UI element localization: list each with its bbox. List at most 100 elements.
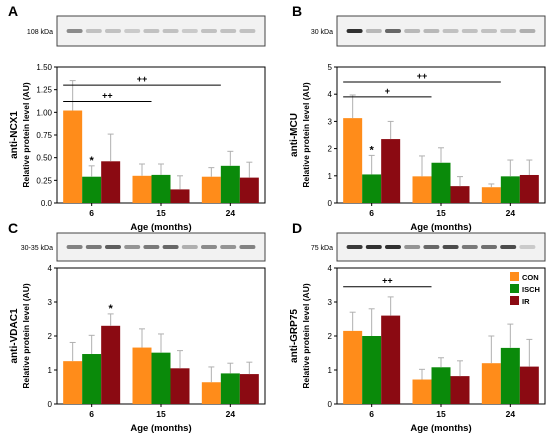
bar-isch (220, 373, 240, 404)
bar-ir (381, 315, 401, 404)
blot-band (220, 29, 237, 33)
legend-swatch-isch (510, 284, 519, 293)
bar-ir (170, 368, 190, 404)
blot-band (519, 29, 536, 33)
x-axis-label: Age (months) (130, 222, 191, 233)
y-tick-label: 1 (48, 366, 53, 375)
bar-isch (151, 174, 171, 203)
bar-con (481, 363, 501, 404)
blot-band (105, 245, 121, 249)
x-tick-label: 15 (156, 409, 166, 419)
blot-band (143, 245, 160, 249)
blot-band (346, 29, 363, 33)
bar-ir (381, 139, 401, 203)
y-tick-label: 3 (48, 298, 53, 307)
bar-isch (82, 176, 102, 203)
y-tick-label: 3 (328, 298, 333, 307)
y-tick-label: 2 (328, 145, 333, 154)
x-tick-label: 15 (436, 208, 446, 218)
panel-title: anti-MCU (289, 113, 300, 157)
bar-con (412, 176, 432, 203)
significance-star: * (370, 144, 375, 156)
blot-kda-label: 30 kDa (311, 29, 333, 36)
blot-band (201, 29, 217, 33)
y-tick-label: 1.25 (36, 86, 52, 95)
bar-ir (239, 177, 259, 203)
blot-band (442, 245, 459, 249)
bar-isch (431, 367, 451, 404)
bar-isch (362, 336, 382, 404)
blot-band (461, 245, 478, 249)
bar-isch (500, 176, 520, 203)
y-tick-label: 1.50 (36, 63, 52, 72)
x-tick-label: 6 (89, 208, 94, 218)
blot-band (423, 29, 440, 33)
panel-letter: D (292, 220, 302, 236)
y-tick-label: 4 (328, 264, 333, 273)
blot-band (181, 29, 198, 33)
bar-isch (431, 162, 451, 203)
bar-con (412, 379, 432, 404)
blot-band (66, 29, 83, 33)
x-axis-label: Age (months) (410, 423, 471, 434)
panel-title: anti-VDAC1 (9, 308, 20, 363)
y-axis-label: Relative protein level (AU) (301, 283, 311, 389)
blot-band (181, 245, 198, 249)
y-tick-label: 0 (328, 199, 333, 208)
blot-band (404, 245, 421, 249)
y-tick-label: 1 (328, 366, 333, 375)
blot-band (500, 245, 517, 249)
y-tick-label: 4 (328, 90, 333, 99)
panel-D: D 75 kDa 0 1 2 3 4 Relative protein level (AU)a… (289, 220, 546, 434)
bar-ir (101, 161, 121, 203)
panel-title: anti-GRP75 (289, 309, 300, 363)
blot-band (346, 245, 363, 249)
y-tick-label: 1.00 (36, 108, 52, 117)
y-tick-label: 0 (48, 400, 53, 409)
x-tick-label: 24 (226, 208, 236, 218)
bar-con (201, 176, 221, 203)
blot-band (500, 29, 517, 33)
y-tick-label: 5 (328, 63, 333, 72)
blot-band (385, 245, 401, 249)
blot-band (162, 29, 179, 33)
bar-ir (101, 325, 121, 404)
blot-band (162, 245, 179, 249)
x-tick-label: 15 (436, 409, 446, 419)
bar-con (343, 118, 363, 203)
legend-label: ISCH (522, 285, 540, 294)
bar-ir (170, 189, 190, 203)
legend-swatch-ir (510, 296, 519, 305)
blot-band (442, 29, 459, 33)
bracket-label: ++ (137, 74, 148, 84)
bar-con (343, 330, 363, 404)
blot-kda-label: 30-35 kDa (21, 245, 53, 252)
bar-ir (519, 174, 539, 203)
blot-band (124, 245, 141, 249)
blot-band (143, 29, 160, 33)
y-tick-label: 0.25 (36, 176, 52, 185)
bar-ir (450, 186, 470, 203)
bracket-label: ++ (417, 71, 428, 81)
blot-band (519, 245, 536, 249)
bar-isch (500, 347, 520, 404)
y-tick-label: 2 (328, 332, 333, 341)
blot-band (481, 29, 497, 33)
blot-band (404, 29, 421, 33)
y-tick-label: 3 (328, 117, 333, 126)
blot-band (239, 29, 256, 33)
bar-isch (362, 174, 382, 203)
y-tick-label: 1 (328, 172, 333, 181)
y-tick-label: 2 (48, 332, 53, 341)
panel-letter: C (8, 220, 18, 236)
y-tick-label: 0 (328, 400, 333, 409)
panel-letter: B (292, 3, 302, 19)
x-tick-label: 6 (89, 409, 94, 419)
bar-con (132, 347, 152, 404)
blot-band (365, 29, 382, 33)
bar-isch (151, 352, 171, 404)
blot-band (201, 245, 217, 249)
legend: CON ISCH IR (510, 272, 540, 306)
bar-ir (519, 366, 539, 404)
panel-B: B 30 kDa 0 1 2 3 4 5 Relative protein level (AU)… (289, 3, 546, 233)
